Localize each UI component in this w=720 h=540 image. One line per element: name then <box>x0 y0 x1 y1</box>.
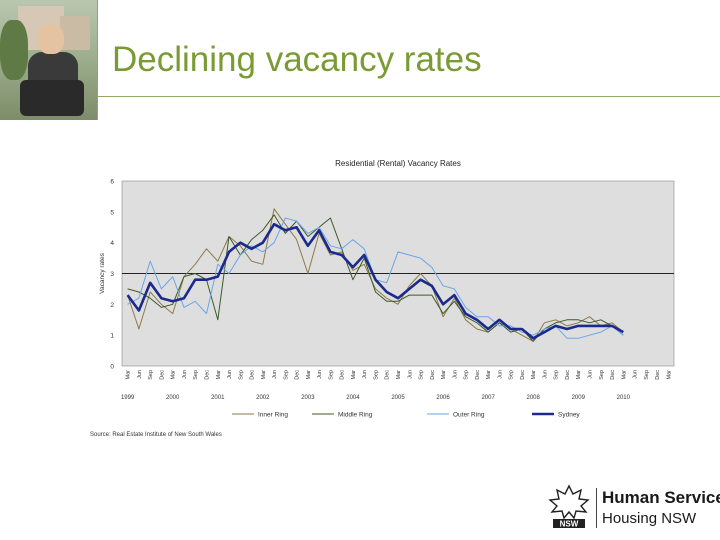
x-tick-label: Dec <box>655 370 661 380</box>
x-tick-label: Mar <box>171 370 177 380</box>
x-tick-label: Dec <box>430 370 436 380</box>
x-tick-label: Sep <box>238 370 244 380</box>
x-tick-label: Sep <box>328 370 334 380</box>
x-tick-label: Sep <box>464 370 470 380</box>
logo-line-2: Housing NSW <box>602 510 697 527</box>
x-tick-label: Jun <box>182 370 188 379</box>
x-tick-label: Mar <box>621 370 627 380</box>
y-axis-label: Vacancy rates <box>99 252 106 293</box>
logo-divider <box>596 488 597 528</box>
slide-title: Declining vacancy rates <box>112 40 482 79</box>
x-tick-label: Dec <box>520 370 526 380</box>
slide-photo <box>0 0 97 120</box>
y-tick-label: 2 <box>110 302 114 309</box>
y-tick-label: 3 <box>110 271 114 278</box>
header-vertical-rule <box>97 0 98 120</box>
x-tick-label: Jun <box>497 370 503 379</box>
legend-label: Outer Ring <box>453 412 485 419</box>
y-tick-label: 1 <box>110 333 114 340</box>
x-tick-label: Dec <box>204 370 210 380</box>
legend-label: Sydney <box>558 412 580 419</box>
y-tick-label: 6 <box>110 179 114 186</box>
x-tick-label: Sep <box>148 370 154 380</box>
x-tick-label: Sep <box>373 370 379 380</box>
x-tick-label: Sep <box>599 370 605 380</box>
x-tick-label: Dec <box>340 370 346 380</box>
x-tick-label: Sep <box>193 370 199 380</box>
year-label: 2001 <box>211 395 225 401</box>
series-line-inner-ring <box>127 208 624 342</box>
x-tick-label: Jun <box>137 370 143 379</box>
x-tick-label: Mar <box>261 370 267 380</box>
x-tick-label: Mar <box>396 370 402 380</box>
x-tick-label: Mar <box>441 370 447 380</box>
year-label: 2004 <box>346 395 360 401</box>
x-tick-label: Jun <box>588 370 594 379</box>
x-tick-label: Jun <box>272 370 278 379</box>
year-label: 2009 <box>572 395 586 401</box>
x-tick-label: Jun <box>227 370 233 379</box>
x-tick-label: Dec <box>385 370 391 380</box>
x-tick-label: Jun <box>362 370 368 379</box>
year-label: 2003 <box>301 395 315 401</box>
x-tick-label: Dec <box>475 370 481 380</box>
year-label: 2008 <box>527 395 541 401</box>
x-tick-label: Mar <box>351 370 357 380</box>
year-label: 2010 <box>617 395 631 401</box>
x-tick-label: Mar <box>126 370 132 380</box>
vacancy-chart: Residential (Rental) Vacancy Rates 0 1 2 3 4 5… <box>90 159 675 438</box>
x-tick-label: Mar <box>216 370 222 380</box>
year-label: 2006 <box>436 395 450 401</box>
year-label: 2002 <box>256 395 270 401</box>
year-label: 2007 <box>481 395 495 401</box>
source-note: Source: Real Estate Institute of New Sou… <box>90 432 222 438</box>
x-tick-label: Jun <box>407 370 413 379</box>
year-label: 1999 <box>121 395 135 401</box>
series-line-sydney <box>126 222 624 340</box>
x-tick-label: Jun <box>317 370 323 379</box>
x-tick-label: Dec <box>159 370 165 380</box>
x-tick-label: Jun <box>542 370 548 379</box>
x-tick-label: Jun <box>633 370 639 379</box>
x-tick-label: Mar <box>576 370 582 380</box>
x-tick-label: Dec <box>610 370 616 380</box>
x-tick-label: Sep <box>283 370 289 380</box>
x-tick-label: Mar <box>666 370 672 380</box>
x-tick-label: Dec <box>250 370 256 380</box>
x-tick-label: Sep <box>509 370 515 380</box>
x-tick-label: Dec <box>565 370 571 380</box>
x-tick-label: Sep <box>419 370 425 380</box>
header-horizontal-rule <box>97 96 720 97</box>
y-tick-label: 5 <box>110 209 114 216</box>
x-tick-label: Sep <box>554 370 560 380</box>
y-tick-label: 4 <box>110 240 114 247</box>
x-tick-label: Sep <box>644 370 650 380</box>
housing-nsw-logo: NSW Human Services Housing NSW <box>548 484 720 534</box>
legend-label: Inner Ring <box>258 412 288 419</box>
x-tick-label: Mar <box>531 370 537 380</box>
x-tick-label: Mar <box>486 370 492 380</box>
svg-text:NSW: NSW <box>560 520 579 529</box>
waratah-emblem-icon: NSW <box>548 484 590 529</box>
x-tick-label: Jun <box>452 370 458 379</box>
year-label: 2005 <box>391 395 405 401</box>
chart-title: Residential (Rental) Vacancy Rates <box>335 159 461 168</box>
y-tick-label: 0 <box>110 364 114 371</box>
logo-line-1: Human Services <box>602 488 720 507</box>
legend-label: Middle Ring <box>338 412 373 419</box>
x-tick-label: Mar <box>306 370 312 380</box>
x-tick-label: Dec <box>295 370 301 380</box>
year-label: 2000 <box>166 395 180 401</box>
